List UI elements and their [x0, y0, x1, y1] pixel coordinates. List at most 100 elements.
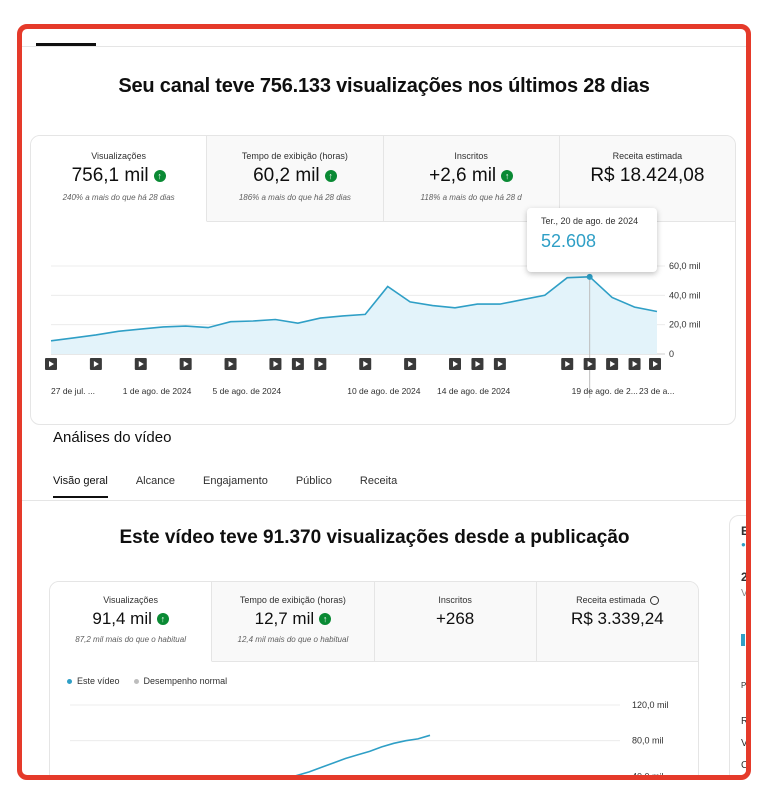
side-card-text: E	[741, 524, 750, 538]
metric-watch-time[interactable]: Tempo de exibição (horas) 60,2 mil ↑ 186%…	[207, 136, 384, 222]
video-metrics-card: Visualizações 91,4 mil ↑ 87,2 mil mais do…	[49, 581, 699, 780]
side-card-text: R	[741, 716, 749, 727]
x-tick-label: 14 de ago. de 2024	[437, 386, 511, 396]
legend-this-video[interactable]: Este vídeo	[67, 676, 120, 686]
y-tick-label: 120,0 mil	[632, 700, 669, 710]
metric-label: Receita estimada	[576, 595, 646, 605]
play-icon	[138, 361, 144, 367]
x-tick-label: 23 de a...	[639, 386, 674, 396]
metric-label: Inscritos	[454, 151, 488, 161]
metric-value-row: +2,6 mil ↑	[429, 165, 514, 187]
metric-label-row: Receita estimada	[537, 595, 698, 606]
y-tick-label: 80,0 mil	[632, 736, 664, 746]
play-icon	[587, 361, 593, 367]
play-icon	[653, 361, 658, 367]
play-icon	[453, 361, 458, 367]
y-tick-label: 60,0 mil	[669, 261, 701, 271]
arrow-up-icon: ↑	[501, 170, 514, 182]
hover-point	[586, 273, 593, 280]
tab-audience[interactable]: Público	[295, 475, 332, 487]
side-card-text: V	[741, 588, 748, 599]
video-metric-watch-time[interactable]: Tempo de exibição (horas) 12,7 mil ↑ 12,4…	[212, 582, 375, 662]
legend-normal[interactable]: Desempenho normal	[133, 676, 228, 686]
metric-label: Inscritos	[438, 595, 472, 605]
metric-value: R$ 18.424,08	[590, 165, 705, 186]
metric-value-row: +268	[436, 609, 474, 629]
metric-revenue[interactable]: Receita estimada R$ 18.424,08	[559, 136, 735, 222]
play-icon	[475, 361, 481, 367]
legend-dot-icon	[67, 679, 72, 685]
metric-value: +268	[435, 609, 475, 628]
channel-metrics-card: Visualizações 756,1 mil ↑ 240% a mais do …	[30, 135, 736, 425]
play-icon	[565, 361, 571, 367]
metric-value: 60,2 mil	[253, 165, 320, 186]
arrow-up-icon: ↑	[156, 613, 169, 625]
clock-icon	[649, 596, 659, 606]
metric-value-row: 756,1 mil ↑	[72, 165, 166, 187]
tooltip-value: 52.608	[541, 231, 597, 251]
channel-headline: Seu canal teve 756.133 visualizações nos…	[118, 75, 650, 97]
tab-overview[interactable]: Visão geral	[53, 475, 108, 498]
metric-value: 756,1 mil	[71, 165, 149, 186]
metric-label: Receita estimada	[612, 151, 683, 161]
metric-note: 118% a mais do que há 28 d	[420, 193, 522, 202]
metric-subscribers[interactable]: Inscritos +2,6 mil ↑ 118% a mais do que h…	[383, 136, 560, 222]
metric-value: 12,7 mil	[254, 609, 315, 628]
tab-revenue[interactable]: Receita	[359, 475, 398, 487]
x-tick-label: 1 de ago. de 2024	[123, 386, 192, 396]
metric-value: 91,4 mil	[92, 609, 152, 628]
play-icon	[93, 361, 99, 367]
tabs-divider	[22, 500, 746, 501]
legend-label: Desempenho normal	[143, 676, 228, 686]
views-line	[50, 275, 658, 342]
video-metric-tabs: Visualizações 91,4 mil ↑ 87,2 mil mais do…	[50, 582, 698, 662]
y-tick-label: 20,0 mil	[669, 320, 701, 330]
play-icon	[295, 361, 301, 367]
metric-note: 12,4 mil mais do que o habitual	[237, 635, 349, 644]
play-icon	[497, 361, 503, 367]
video-metric-subscribers[interactable]: Inscritos +268	[374, 582, 537, 662]
play-icon	[610, 361, 616, 367]
chart-legend: Este vídeo Desempenho normal	[67, 676, 227, 686]
analytics-frame: Seu canal teve 756.133 visualizações nos…	[17, 24, 751, 780]
play-icon	[318, 361, 324, 367]
x-tick-label: 5 de ago. de 2024	[213, 386, 282, 396]
play-icon	[49, 361, 54, 367]
play-icon	[183, 361, 189, 367]
play-icon	[228, 361, 234, 367]
top-tab-indicator	[36, 43, 96, 46]
y-tick-label: 40,0 mil	[669, 290, 701, 300]
side-card-text: 2	[741, 570, 748, 584]
play-icon	[408, 361, 414, 367]
video-tabs: Visão geral Alcance Engajamento Público …	[53, 475, 397, 498]
tab-engagement[interactable]: Engajamento	[202, 475, 268, 487]
side-card-bar	[741, 634, 745, 646]
metric-value-row: R$ 3.339,24	[571, 609, 664, 629]
this-video-line	[295, 734, 431, 775]
channel-metric-tabs: Visualizações 756,1 mil ↑ 240% a mais do …	[31, 136, 735, 222]
channel-views-chart: 0 20,0 mil 40,0 mil 60,0 mil 27 de jul. ... 1…	[45, 261, 701, 398]
metric-note: 240% a mais do que há 28 dias	[62, 193, 175, 202]
metric-value: +2,6 mil	[429, 165, 497, 186]
y-tick-label: 40,0 mil	[632, 771, 664, 780]
metric-value-row: R$ 18.424,08	[590, 165, 704, 187]
video-views-chart: 40,0 mil 80,0 mil 120,0 mil	[70, 700, 669, 780]
arrow-up-icon: ↑	[319, 613, 332, 625]
tab-reach[interactable]: Alcance	[135, 475, 175, 487]
metric-value-row: 12,7 mil ↑	[255, 609, 332, 629]
metric-label: Visualizações	[91, 151, 147, 161]
metric-value-row: 91,4 mil ↑	[92, 609, 169, 629]
legend-dot-icon	[133, 679, 139, 685]
x-tick-label: 19 de ago. de 2...	[572, 386, 638, 396]
arrow-up-icon: ↑	[324, 170, 337, 182]
video-metric-views[interactable]: Visualizações 91,4 mil ↑ 87,2 mil mais do…	[50, 582, 213, 662]
metric-label: Tempo de exibição (horas)	[241, 151, 348, 161]
metric-label: Tempo de exibição (horas)	[239, 595, 346, 605]
video-metric-revenue[interactable]: Receita estimada R$ 3.339,24	[536, 582, 698, 662]
play-icon	[632, 361, 638, 367]
tooltip-date: Ter., 20 de ago. de 2024	[541, 216, 639, 226]
video-analytics-title: Análises do vídeo	[53, 429, 172, 446]
metric-views[interactable]: Visualizações 756,1 mil ↑ 240% a mais do …	[31, 136, 208, 222]
x-tick-label: 27 de jul. ...	[51, 386, 95, 396]
x-tick-label: 10 de ago. de 2024	[347, 386, 421, 396]
